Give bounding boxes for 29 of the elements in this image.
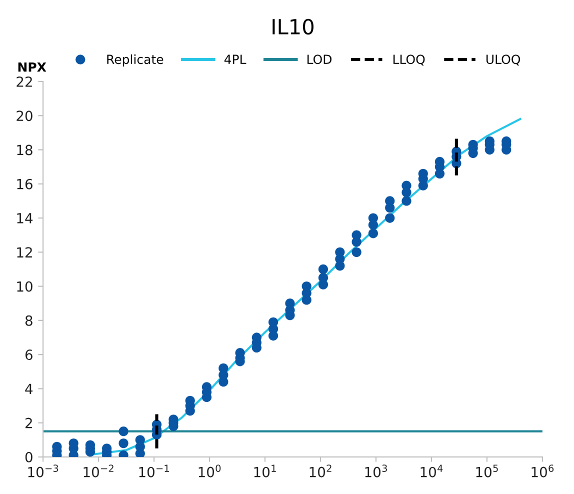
y-tick-label: 4	[25, 384, 33, 394]
chart-title: IL10	[272, 18, 314, 35]
x-tick-label: 10$^{3}$	[365, 464, 387, 478]
legend-label: LLOQ	[393, 54, 425, 66]
y-tick-label: 22	[16, 76, 32, 87]
x-tick-label: 10$^{−3}$	[28, 464, 58, 478]
x-tick-label: 10$^{−2}$	[84, 464, 114, 478]
x-tick-label: 10$^{4}$	[420, 464, 443, 478]
legend-label: Replicate	[107, 54, 164, 67]
x-tick-label: 10$^{−1}$	[139, 464, 169, 478]
y-tick-label: 12	[17, 247, 32, 258]
y-tick-label: 20	[16, 110, 32, 122]
legend-label: LOD	[307, 54, 332, 64]
y-tick-label: 16	[17, 178, 32, 190]
x-tick-label: 10$^{0}$	[198, 464, 221, 478]
legend-label: ULOQ	[486, 54, 520, 66]
y-tick-label: 6	[25, 350, 32, 360]
y-tick-label: 8	[25, 315, 32, 326]
y-tick-label: 10	[17, 281, 32, 292]
y-tick-label: 0	[25, 452, 32, 462]
x-tick-label: 10$^{2}$	[310, 464, 332, 478]
x-tick-label: 10$^{6}$	[532, 464, 554, 478]
y-tick-label: 2	[26, 418, 32, 428]
x-tick-label: 10$^{1}$	[254, 464, 276, 478]
legend-label: 4PL	[224, 54, 246, 64]
y-tick-label: 18	[17, 144, 32, 156]
y-tick-label: 14	[17, 213, 33, 224]
x-tick-label: 10$^{5}$	[476, 464, 498, 478]
y-axis-title: NPX	[18, 62, 46, 72]
